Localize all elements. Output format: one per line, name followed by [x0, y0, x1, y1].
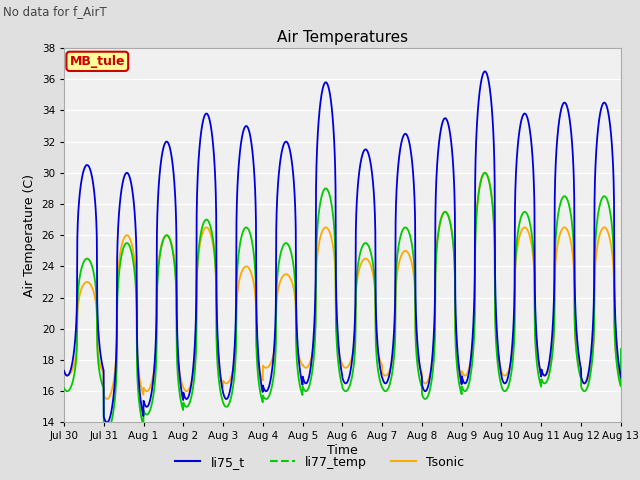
- Title: Air Temperatures: Air Temperatures: [277, 30, 408, 46]
- Y-axis label: Air Temperature (C): Air Temperature (C): [23, 174, 36, 297]
- Text: No data for f_AirT: No data for f_AirT: [3, 5, 107, 18]
- X-axis label: Time: Time: [327, 444, 358, 457]
- Legend: li75_t, li77_temp, Tsonic: li75_t, li77_temp, Tsonic: [170, 451, 470, 474]
- Text: MB_tule: MB_tule: [70, 55, 125, 68]
